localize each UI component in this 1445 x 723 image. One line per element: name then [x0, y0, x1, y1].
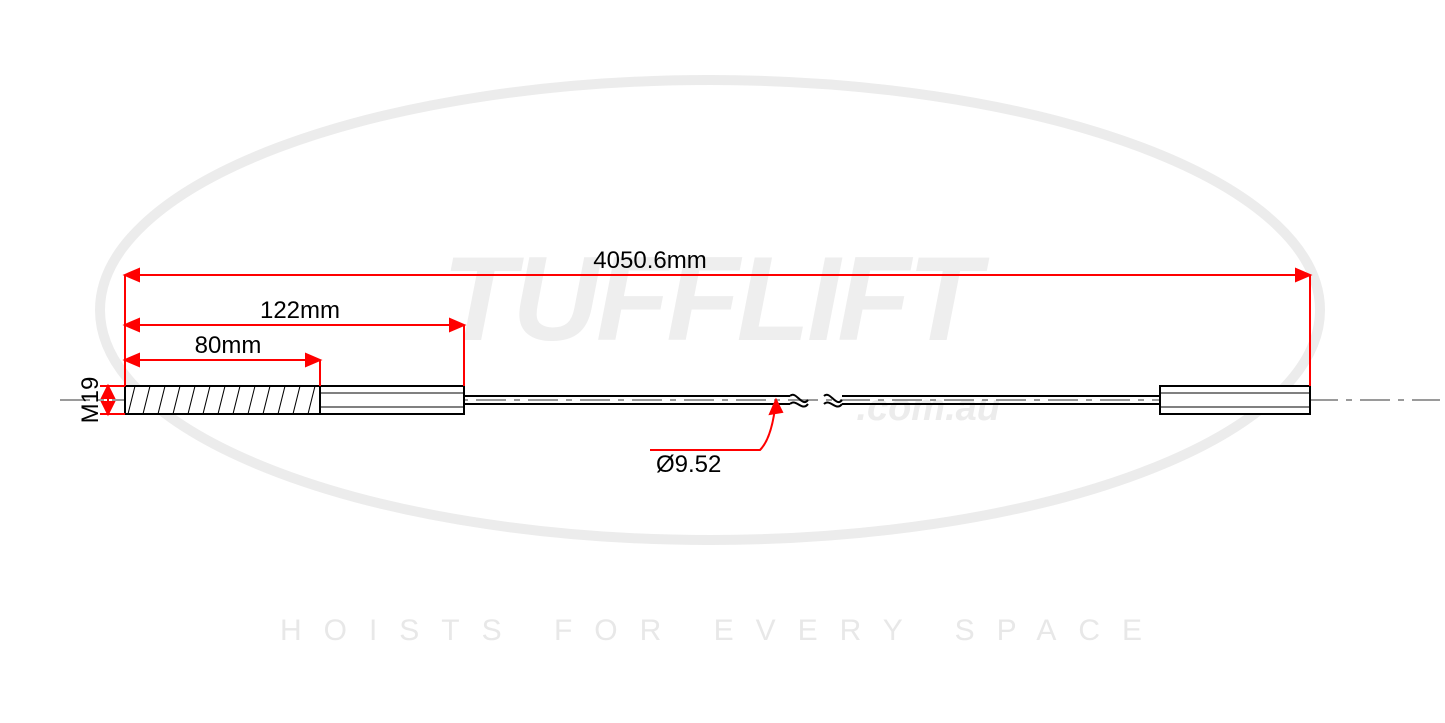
dim-overall-label: 4050.6mm	[593, 247, 706, 274]
dim-crimp-label: 122mm	[260, 297, 340, 324]
part-outline	[125, 386, 1310, 414]
dim-diameter: Ø9.52	[650, 400, 782, 478]
dim-thread-label: 80mm	[195, 332, 262, 359]
watermark-brand: TUFFLIFT	[442, 232, 990, 366]
dim-m19-label: M19	[77, 377, 104, 424]
watermark-tagline: HOISTS FOR EVERY SPACE	[280, 614, 1164, 647]
technical-drawing: TUFFLIFT .com.au HOISTS FOR EVERY SPACE	[0, 0, 1445, 723]
left-crimp-body	[320, 386, 464, 414]
dim-crimp: 122mm	[125, 297, 464, 386]
right-crimp-body	[1160, 386, 1310, 414]
threaded-section	[125, 386, 320, 414]
watermark-domain: .com.au	[856, 387, 1000, 429]
watermark-layer: TUFFLIFT .com.au HOISTS FOR EVERY SPACE	[100, 80, 1320, 647]
dim-thread: 80mm	[125, 332, 320, 386]
dim-diameter-label: Ø9.52	[656, 451, 721, 478]
